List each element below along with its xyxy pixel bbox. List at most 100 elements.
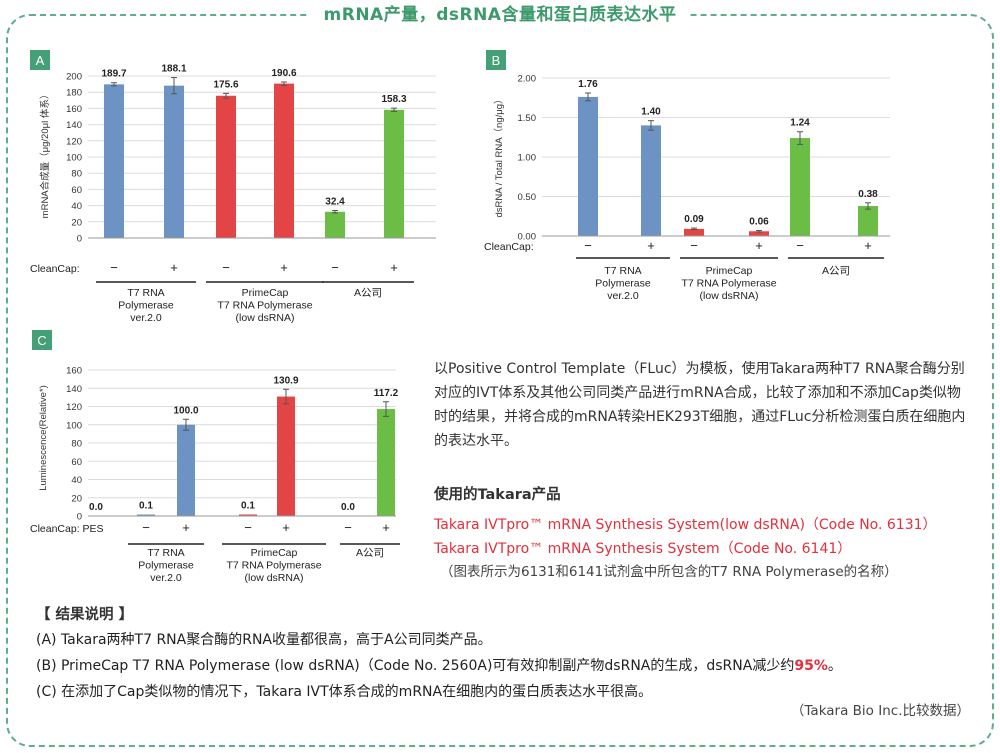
group-label: T7 RNA: [147, 547, 184, 559]
products-note: （图表所示为6131和6141试剂盒中所包含的T7 RNA Polymerase…: [440, 564, 898, 580]
y-tick-label: 160: [66, 104, 82, 115]
bar: [641, 125, 661, 236]
data-label: 100.0: [173, 405, 198, 416]
data-label: 0.06: [749, 216, 769, 227]
group-label: ver.2.0: [130, 312, 162, 324]
y-tick-label: 20: [71, 493, 82, 504]
cleancap-sign: −: [222, 260, 230, 275]
group-label: PrimeCap: [251, 547, 298, 559]
y-tick-label: 80: [71, 439, 82, 450]
bar: [104, 84, 124, 238]
description-text: 以Positive Control Template（FLuc）为模板，使用Ta…: [434, 361, 966, 449]
bar: [277, 396, 295, 516]
cleancap-sign: −: [110, 260, 118, 275]
panel-label: B: [492, 53, 501, 68]
chart-b: B 0.00 0.50 1.00 1.50 2.00 dsRNA / Total RNA（n…: [484, 50, 890, 302]
result-line-b: (B) PrimeCap T7 RNA Polymerase (low dsRN…: [36, 655, 842, 675]
cleancap-row-label: CleanCap: PES: [30, 523, 104, 535]
data-label: 1.40: [641, 107, 661, 118]
bar: [684, 228, 704, 236]
panel-label-box: [30, 50, 50, 70]
cleancap-sign: −: [796, 238, 804, 253]
panel-label-box: [32, 330, 52, 350]
y-tick-label: 0.50: [518, 192, 537, 203]
y-tick-label: 120: [66, 402, 82, 413]
cleancap-sign: +: [864, 238, 872, 253]
y-tick-label: 120: [66, 136, 82, 147]
y-tick-label: 0: [77, 234, 82, 245]
y-tick-label: 40: [71, 475, 82, 486]
product-item-6131: Takara IVTpro™ mRNA Synthesis System(low…: [434, 517, 937, 533]
cleancap-sign: −: [142, 520, 150, 535]
data-label: 1.24: [790, 118, 810, 129]
data-label: 0.1: [139, 501, 153, 512]
group-label: (low dsRNA): [245, 572, 304, 584]
data-label: 130.9: [273, 375, 298, 386]
panel-label: C: [37, 333, 46, 348]
bar: [325, 211, 345, 238]
group-label: Polymerase: [138, 560, 194, 572]
data-label: 189.7: [101, 69, 126, 80]
cleancap-sign: −: [331, 260, 339, 275]
bar: [578, 96, 598, 237]
y-tick-label: 40: [71, 201, 82, 212]
data-label: 188.1: [161, 64, 186, 75]
result-line-c: (C) 在添加了Cap类似物的情况下，Takara IVT体系合成的mRNA在细…: [36, 684, 653, 700]
cleancap-sign: +: [755, 238, 763, 253]
group-label: T7 RNA: [604, 265, 641, 277]
group-label: A公司: [822, 265, 850, 277]
y-tick-label: 1.00: [518, 153, 537, 164]
y-tick-label: 180: [66, 88, 82, 99]
bar: [790, 138, 810, 236]
cleancap-sign: +: [170, 260, 178, 275]
y-tick-label: 80: [71, 169, 82, 180]
y-tick-label: 2.00: [518, 74, 537, 85]
data-label: 117.2: [374, 388, 399, 399]
bar: [384, 109, 404, 238]
bar: [274, 83, 294, 238]
chart-panel-b: B 0.00 0.50 1.00 1.50 2.00 dsRNA / Total RNA（n…: [480, 46, 900, 316]
group-label: ver.2.0: [607, 290, 639, 302]
y-axis-label: mRNA合成量（μg/20μl 体系）: [39, 90, 51, 219]
source-note: （Takara Bio Inc.比较数据）: [790, 703, 970, 719]
panel-label-box: [486, 50, 506, 70]
y-axis-label: dsRNA / Total RNA（ng/μg）: [493, 94, 505, 217]
products-title: 使用的Takara产品: [434, 487, 561, 503]
bar: [377, 409, 395, 516]
group-label: (low dsRNA): [236, 312, 295, 324]
cleancap-sign: +: [382, 520, 390, 535]
y-tick-label: 20: [71, 217, 82, 228]
results-title: 【 结果说明 】: [36, 607, 134, 623]
data-label: 0.0: [341, 502, 355, 513]
data-label: 0.09: [684, 214, 704, 225]
group-label: T7 RNA Polymerase: [217, 300, 312, 312]
data-label: 0.0: [89, 502, 103, 513]
y-tick-label: 0: [77, 512, 82, 523]
result-line-a: (A) Takara两种T7 RNA聚合酶的RNA收量都很高，高于A公司同类产品…: [36, 632, 492, 648]
bar: [858, 205, 878, 236]
y-tick-label: 100: [66, 420, 82, 431]
cleancap-sign: −: [244, 520, 252, 535]
bar: [164, 85, 184, 238]
group-label: A公司: [354, 287, 382, 299]
y-tick-label: 160: [66, 366, 82, 377]
cleancap-sign: +: [280, 260, 288, 275]
group-label: ver.2.0: [150, 572, 182, 584]
chart-panel-a: A 0 20 40 60 80 100 120 140 160 180 200 mRNA合成量（μg/2…: [26, 46, 446, 336]
bar: [137, 514, 155, 516]
group-label: T7 RNA Polymerase: [226, 560, 321, 572]
group-label: PrimeCap: [706, 265, 753, 277]
cleancap-row-label: CleanCap:: [30, 263, 80, 275]
y-tick-label: 0.00: [518, 232, 537, 243]
cleancap-sign: −: [690, 238, 698, 253]
cleancap-sign: +: [390, 260, 398, 275]
cleancap-sign: −: [344, 520, 352, 535]
group-label: (low dsRNA): [700, 290, 759, 302]
bar: [177, 424, 195, 516]
panel-label: A: [36, 53, 45, 68]
bar: [216, 95, 236, 238]
data-label: 0.1: [241, 501, 255, 512]
y-tick-label: 60: [71, 185, 82, 196]
group-label: A公司: [356, 547, 384, 559]
result-line-b-end: 。: [827, 658, 842, 674]
